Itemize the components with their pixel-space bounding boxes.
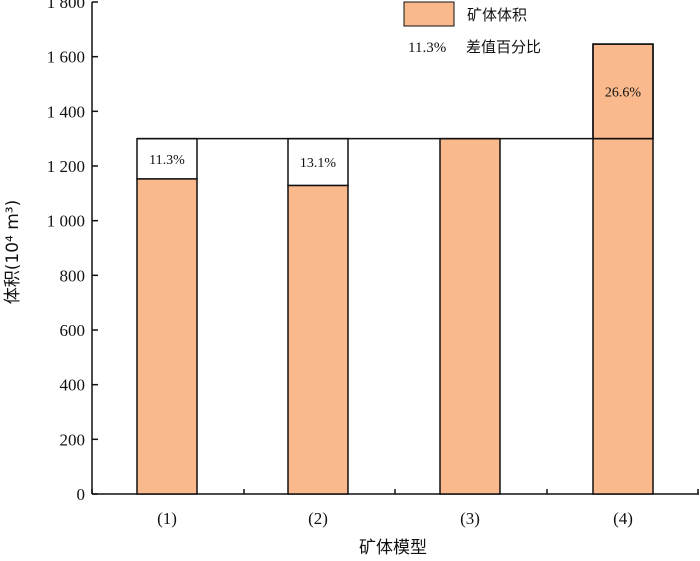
x-tick-label: (1) — [157, 509, 177, 528]
y-tick-label: 200 — [60, 430, 86, 449]
difference-label: 13.1% — [300, 156, 337, 171]
difference-label: 11.3% — [149, 153, 185, 168]
y-tick-label: 1 800 — [47, 0, 85, 12]
bar — [287, 184, 349, 495]
x-tick-label: (3) — [460, 509, 480, 528]
y-axis-title: 体积(10⁴ m³) — [3, 200, 23, 305]
difference-label: 26.6% — [605, 85, 642, 100]
bar — [592, 43, 654, 495]
y-tick-label: 600 — [60, 321, 86, 340]
y-tick-label: 400 — [60, 376, 86, 395]
y-tick-label: 1 000 — [47, 212, 85, 231]
legend-pct-sample: 11.3% — [408, 40, 446, 56]
y-axis: 0 200 400 600 800 1 000 1 200 1 400 1 600 1 800 — [47, 0, 98, 504]
x-tick-label: (4) — [613, 509, 633, 528]
x-axis-title: 矿体模型 — [359, 538, 427, 558]
x-axis: (1) (2) (3) (4) — [91, 489, 699, 528]
y-tick-label: 800 — [60, 266, 86, 285]
legend-pct-label: 差值百分比 — [466, 38, 541, 56]
legend-bar-label: 矿体体积 — [467, 6, 527, 24]
legend: 矿体体积 11.3% 差值百分比 — [403, 1, 541, 56]
y-tick-label: 0 — [77, 485, 86, 504]
y-tick-label: 1 200 — [47, 157, 85, 176]
difference-boxes: 11.3% 13.1% 26.6% — [136, 43, 654, 187]
bar — [439, 137, 501, 495]
bar — [136, 178, 198, 495]
x-tick-label: (2) — [308, 509, 328, 528]
y-tick-label: 1 600 — [47, 48, 85, 67]
bars — [136, 43, 654, 495]
legend-bar-swatch — [403, 1, 455, 27]
difference-box — [287, 137, 349, 187]
y-tick-label: 1 400 — [47, 102, 85, 121]
